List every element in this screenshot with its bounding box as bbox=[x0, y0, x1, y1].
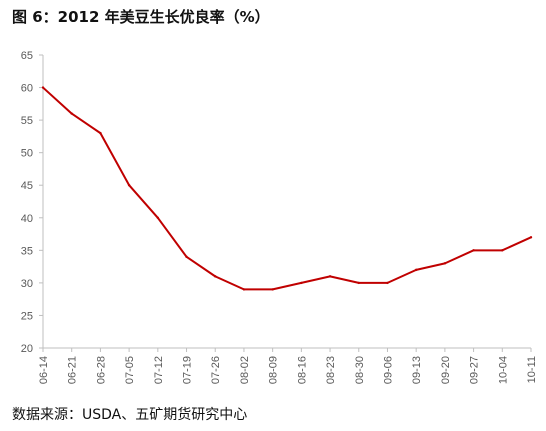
data-point bbox=[127, 184, 131, 187]
series-line bbox=[42, 86, 532, 291]
data-point bbox=[472, 249, 475, 252]
y-tick-label: 50 bbox=[21, 148, 33, 160]
data-point bbox=[271, 288, 274, 291]
data-point bbox=[443, 262, 447, 265]
data-point bbox=[357, 281, 360, 285]
data-point bbox=[99, 131, 102, 135]
data-point bbox=[156, 216, 160, 219]
x-tick-label: 07-19 bbox=[182, 356, 194, 384]
y-tick-label: 65 bbox=[21, 50, 33, 62]
x-tick-label: 06-21 bbox=[67, 356, 79, 384]
y-tick-label: 35 bbox=[21, 245, 33, 257]
y-tick-label: 30 bbox=[21, 278, 33, 290]
x-tick-label: 09-20 bbox=[440, 356, 452, 384]
x-tick-label: 08-09 bbox=[268, 356, 280, 384]
x-tick-label: 07-26 bbox=[210, 356, 222, 384]
x-tick-label: 09-13 bbox=[411, 356, 423, 384]
y-tick-label: 55 bbox=[21, 115, 33, 127]
data-point bbox=[386, 281, 389, 285]
y-tick-label: 60 bbox=[21, 83, 33, 95]
data-point bbox=[214, 275, 217, 278]
data-point bbox=[501, 249, 504, 252]
x-tick-label: 06-28 bbox=[95, 356, 107, 384]
data-point bbox=[185, 255, 188, 259]
x-tick-label: 07-05 bbox=[124, 356, 136, 384]
data-point bbox=[242, 288, 246, 291]
x-tick-label: 08-02 bbox=[239, 356, 251, 384]
data-point bbox=[70, 112, 73, 115]
x-tick-label: 09-27 bbox=[469, 356, 481, 384]
data-point bbox=[328, 275, 332, 278]
y-tick-label: 45 bbox=[21, 180, 33, 192]
x-tick-label: 07-12 bbox=[153, 356, 165, 384]
data-point bbox=[41, 86, 45, 89]
y-tick-label: 20 bbox=[21, 343, 33, 355]
source-note: 数据来源：USDA、五矿期货研究中心 bbox=[12, 407, 248, 423]
x-tick-label: 09-06 bbox=[382, 356, 394, 384]
x-tick-label: 06-14 bbox=[38, 356, 50, 384]
x-tick-label: 08-30 bbox=[354, 356, 366, 384]
chart-title: 图 6：2012 年美豆生长优良率（%） bbox=[12, 8, 270, 26]
y-tick-label: 25 bbox=[21, 310, 33, 322]
x-tick-label: 10-04 bbox=[497, 356, 509, 384]
x-tick-label: 08-23 bbox=[325, 356, 337, 384]
x-tick-label: 10-11 bbox=[526, 356, 538, 383]
data-point bbox=[300, 281, 303, 285]
y-tick-label: 40 bbox=[21, 213, 33, 225]
data-point bbox=[414, 268, 418, 272]
data-point bbox=[529, 236, 533, 239]
x-tick-label: 08-16 bbox=[296, 356, 308, 384]
